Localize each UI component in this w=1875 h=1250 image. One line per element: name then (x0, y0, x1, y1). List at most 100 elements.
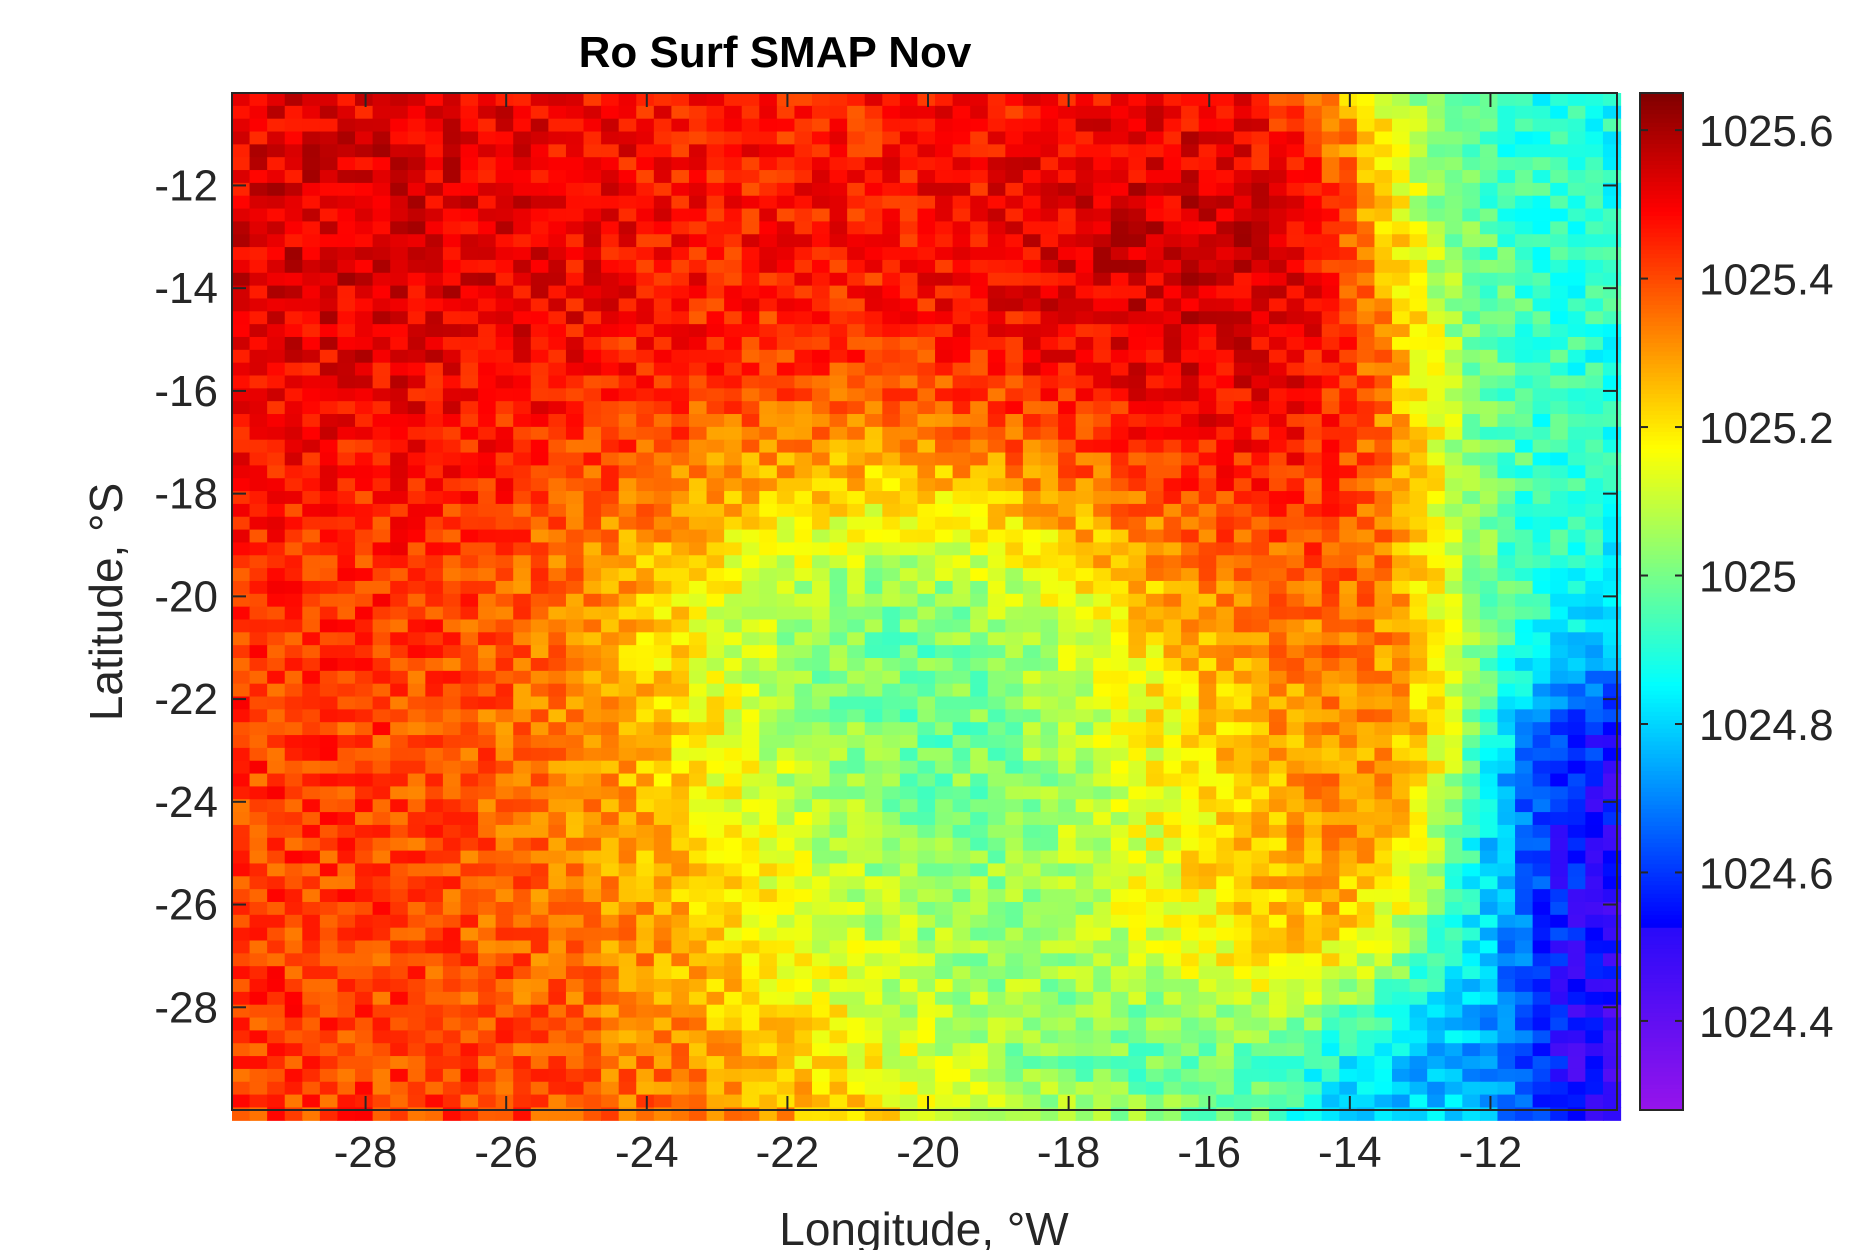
heatmap-cell (741, 812, 760, 826)
heatmap-cell (970, 696, 989, 710)
heatmap-cell (847, 311, 866, 325)
heatmap-cell (495, 388, 514, 402)
heatmap-cell (1093, 105, 1112, 120)
heatmap-cell (899, 529, 919, 544)
heatmap-cell (1058, 182, 1077, 197)
heatmap-cell (1268, 452, 1288, 466)
heatmap-cell (1251, 503, 1270, 518)
heatmap-cell (1567, 491, 1586, 505)
heatmap-cell (741, 773, 760, 788)
heatmap-cell (284, 555, 303, 569)
heatmap-cell (952, 696, 971, 710)
heatmap-cell (1444, 837, 1463, 852)
heatmap-cell (987, 439, 1006, 454)
heatmap-cell (583, 568, 602, 582)
heatmap-cell (1216, 516, 1235, 531)
heatmap-cell (1339, 632, 1358, 646)
heatmap-cell (1427, 760, 1446, 775)
heatmap-cell (688, 491, 708, 505)
heatmap-cell (1268, 760, 1288, 775)
heatmap-cell (671, 735, 690, 749)
heatmap-cell (970, 863, 989, 877)
heatmap-cell (548, 195, 567, 210)
heatmap-cell (1093, 696, 1112, 710)
heatmap-cell (1515, 722, 1534, 736)
heatmap-cell (1567, 170, 1586, 184)
heatmap-cell (1286, 824, 1305, 839)
heatmap-cell (442, 324, 462, 338)
heatmap-cell (1075, 336, 1094, 351)
heatmap-cell (882, 439, 901, 454)
heatmap-cell (530, 401, 549, 415)
heatmap-cell (1550, 735, 1569, 749)
heatmap-cell (390, 298, 409, 312)
heatmap-cell (1567, 516, 1586, 531)
heatmap-cell (407, 837, 426, 852)
heatmap-cell (952, 529, 971, 544)
heatmap-cell (425, 555, 444, 569)
heatmap-cell (1602, 478, 1622, 492)
heatmap-cell (970, 298, 989, 312)
heatmap-cell (513, 812, 532, 826)
heatmap-cell (1058, 118, 1077, 133)
heatmap-cell (1532, 503, 1551, 518)
heatmap-cell (706, 272, 725, 287)
heatmap-cell (1216, 105, 1235, 120)
heatmap-cell (1515, 478, 1534, 492)
heatmap-cell (1392, 452, 1411, 466)
heatmap-cell (935, 157, 954, 171)
heatmap-cell (1198, 182, 1217, 197)
heatmap-cell (1022, 606, 1042, 621)
heatmap-cell (1532, 170, 1551, 184)
heatmap-cell (706, 285, 725, 300)
heatmap-cell (249, 336, 268, 351)
heatmap-cell (530, 144, 549, 158)
heatmap-cell (1268, 362, 1288, 377)
heatmap-cell (1093, 426, 1112, 441)
heatmap-cell (319, 658, 339, 672)
heatmap-cell (899, 414, 919, 428)
heatmap-cell (1040, 93, 1059, 107)
heatmap-cell (1181, 426, 1200, 441)
heatmap-cell (1040, 799, 1059, 813)
heatmap-cell (759, 195, 778, 210)
heatmap-cell (390, 157, 409, 171)
heatmap-cell (794, 491, 813, 505)
heatmap-cell (548, 593, 567, 608)
heatmap-cell (1058, 157, 1077, 171)
heatmap-cell (1075, 837, 1094, 852)
heatmap-cell (460, 568, 479, 582)
heatmap-cell (1356, 118, 1376, 133)
heatmap-cell (970, 118, 989, 133)
heatmap-cell (1497, 247, 1516, 261)
heatmap-cell (987, 632, 1006, 646)
heatmap-cell (1145, 503, 1165, 518)
heatmap-cell (1550, 683, 1569, 698)
heatmap-cell (741, 208, 760, 223)
heatmap-cell (565, 349, 585, 364)
heatmap-cell (1304, 491, 1323, 505)
heatmap-cell (987, 452, 1006, 466)
heatmap-cell (1110, 568, 1129, 582)
heatmap-cell (776, 285, 796, 300)
heatmap-cell (1567, 208, 1586, 223)
heatmap-cell (882, 747, 901, 762)
heatmap-cell (1321, 144, 1340, 158)
heatmap-cell (442, 735, 462, 749)
heatmap-cell (899, 760, 919, 775)
heatmap-cell (812, 388, 831, 402)
heatmap-cell (1304, 606, 1323, 621)
heatmap-cell (1040, 401, 1059, 415)
heatmap-cell (636, 683, 655, 698)
heatmap-cell (249, 568, 268, 582)
heatmap-cell (390, 606, 409, 621)
heatmap-cell (970, 760, 989, 775)
heatmap-cell (1233, 298, 1253, 312)
heatmap-cell (1181, 658, 1200, 672)
heatmap-cell (1058, 786, 1077, 800)
heatmap-cell (1567, 824, 1586, 839)
heatmap-cell (407, 298, 426, 312)
heatmap-cell (1005, 889, 1024, 903)
heatmap-cell (1444, 516, 1463, 531)
heatmap-cell (1374, 606, 1393, 621)
